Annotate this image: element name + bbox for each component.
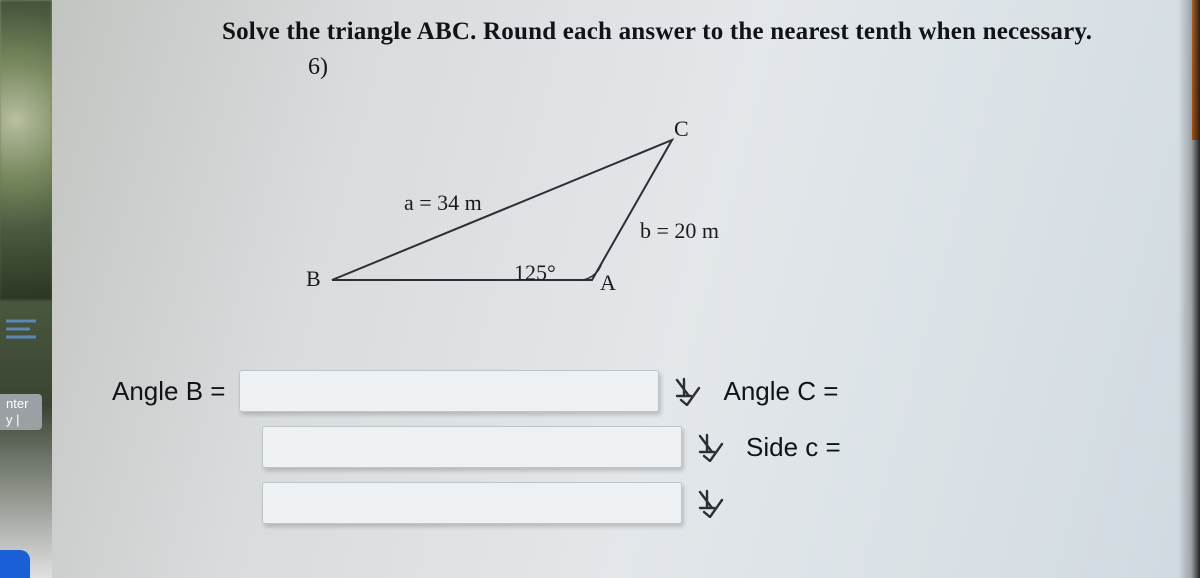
sidebar-photo-sliver (0, 0, 52, 300)
worksheet-page: Solve the triangle ABC. Round each answe… (52, 0, 1200, 578)
angle-c-input[interactable] (262, 426, 682, 468)
answer-row-side-c (262, 482, 1092, 524)
browser-left-rail: nter y | (0, 0, 52, 578)
align-icon[interactable] (6, 318, 36, 340)
vertex-b-label: B (306, 266, 321, 292)
triangle-diagram: B A C a = 34 m b = 20 m 125° (312, 110, 792, 300)
answers-region: Angle B = Angle C = Side c = (112, 370, 1092, 538)
sidebar-blue-chip[interactable] (0, 550, 30, 578)
side-c-input[interactable] (262, 482, 682, 524)
pen-check-icon[interactable] (673, 376, 703, 406)
vertex-a-label: A (600, 270, 616, 296)
angle-b-label: Angle B = (112, 376, 225, 407)
problem-number: 6) (308, 54, 328, 81)
question-prompt: Solve the triangle ABC. Round each answe… (222, 18, 1182, 46)
answer-row-angle-c: Side c = (262, 426, 1092, 468)
side-b-label: b = 20 m (640, 218, 719, 244)
pen-check-icon[interactable] (696, 432, 726, 462)
answer-row-angle-b: Angle B = Angle C = (112, 370, 1092, 412)
pen-check-icon[interactable] (696, 488, 726, 518)
sidebar-tag-line1: nter (6, 396, 38, 412)
sidebar-tag-line2: y | (6, 412, 38, 428)
sidebar-tag: nter y | (0, 394, 42, 430)
angle-c-label: Angle C = (723, 376, 838, 407)
vertex-c-label: C (674, 116, 689, 142)
side-a-label: a = 34 m (404, 190, 482, 216)
angle-a-label: 125° (514, 260, 556, 286)
angle-b-input[interactable] (239, 370, 659, 412)
side-c-label-text: Side c = (746, 432, 841, 463)
page-right-accent (1192, 0, 1200, 140)
